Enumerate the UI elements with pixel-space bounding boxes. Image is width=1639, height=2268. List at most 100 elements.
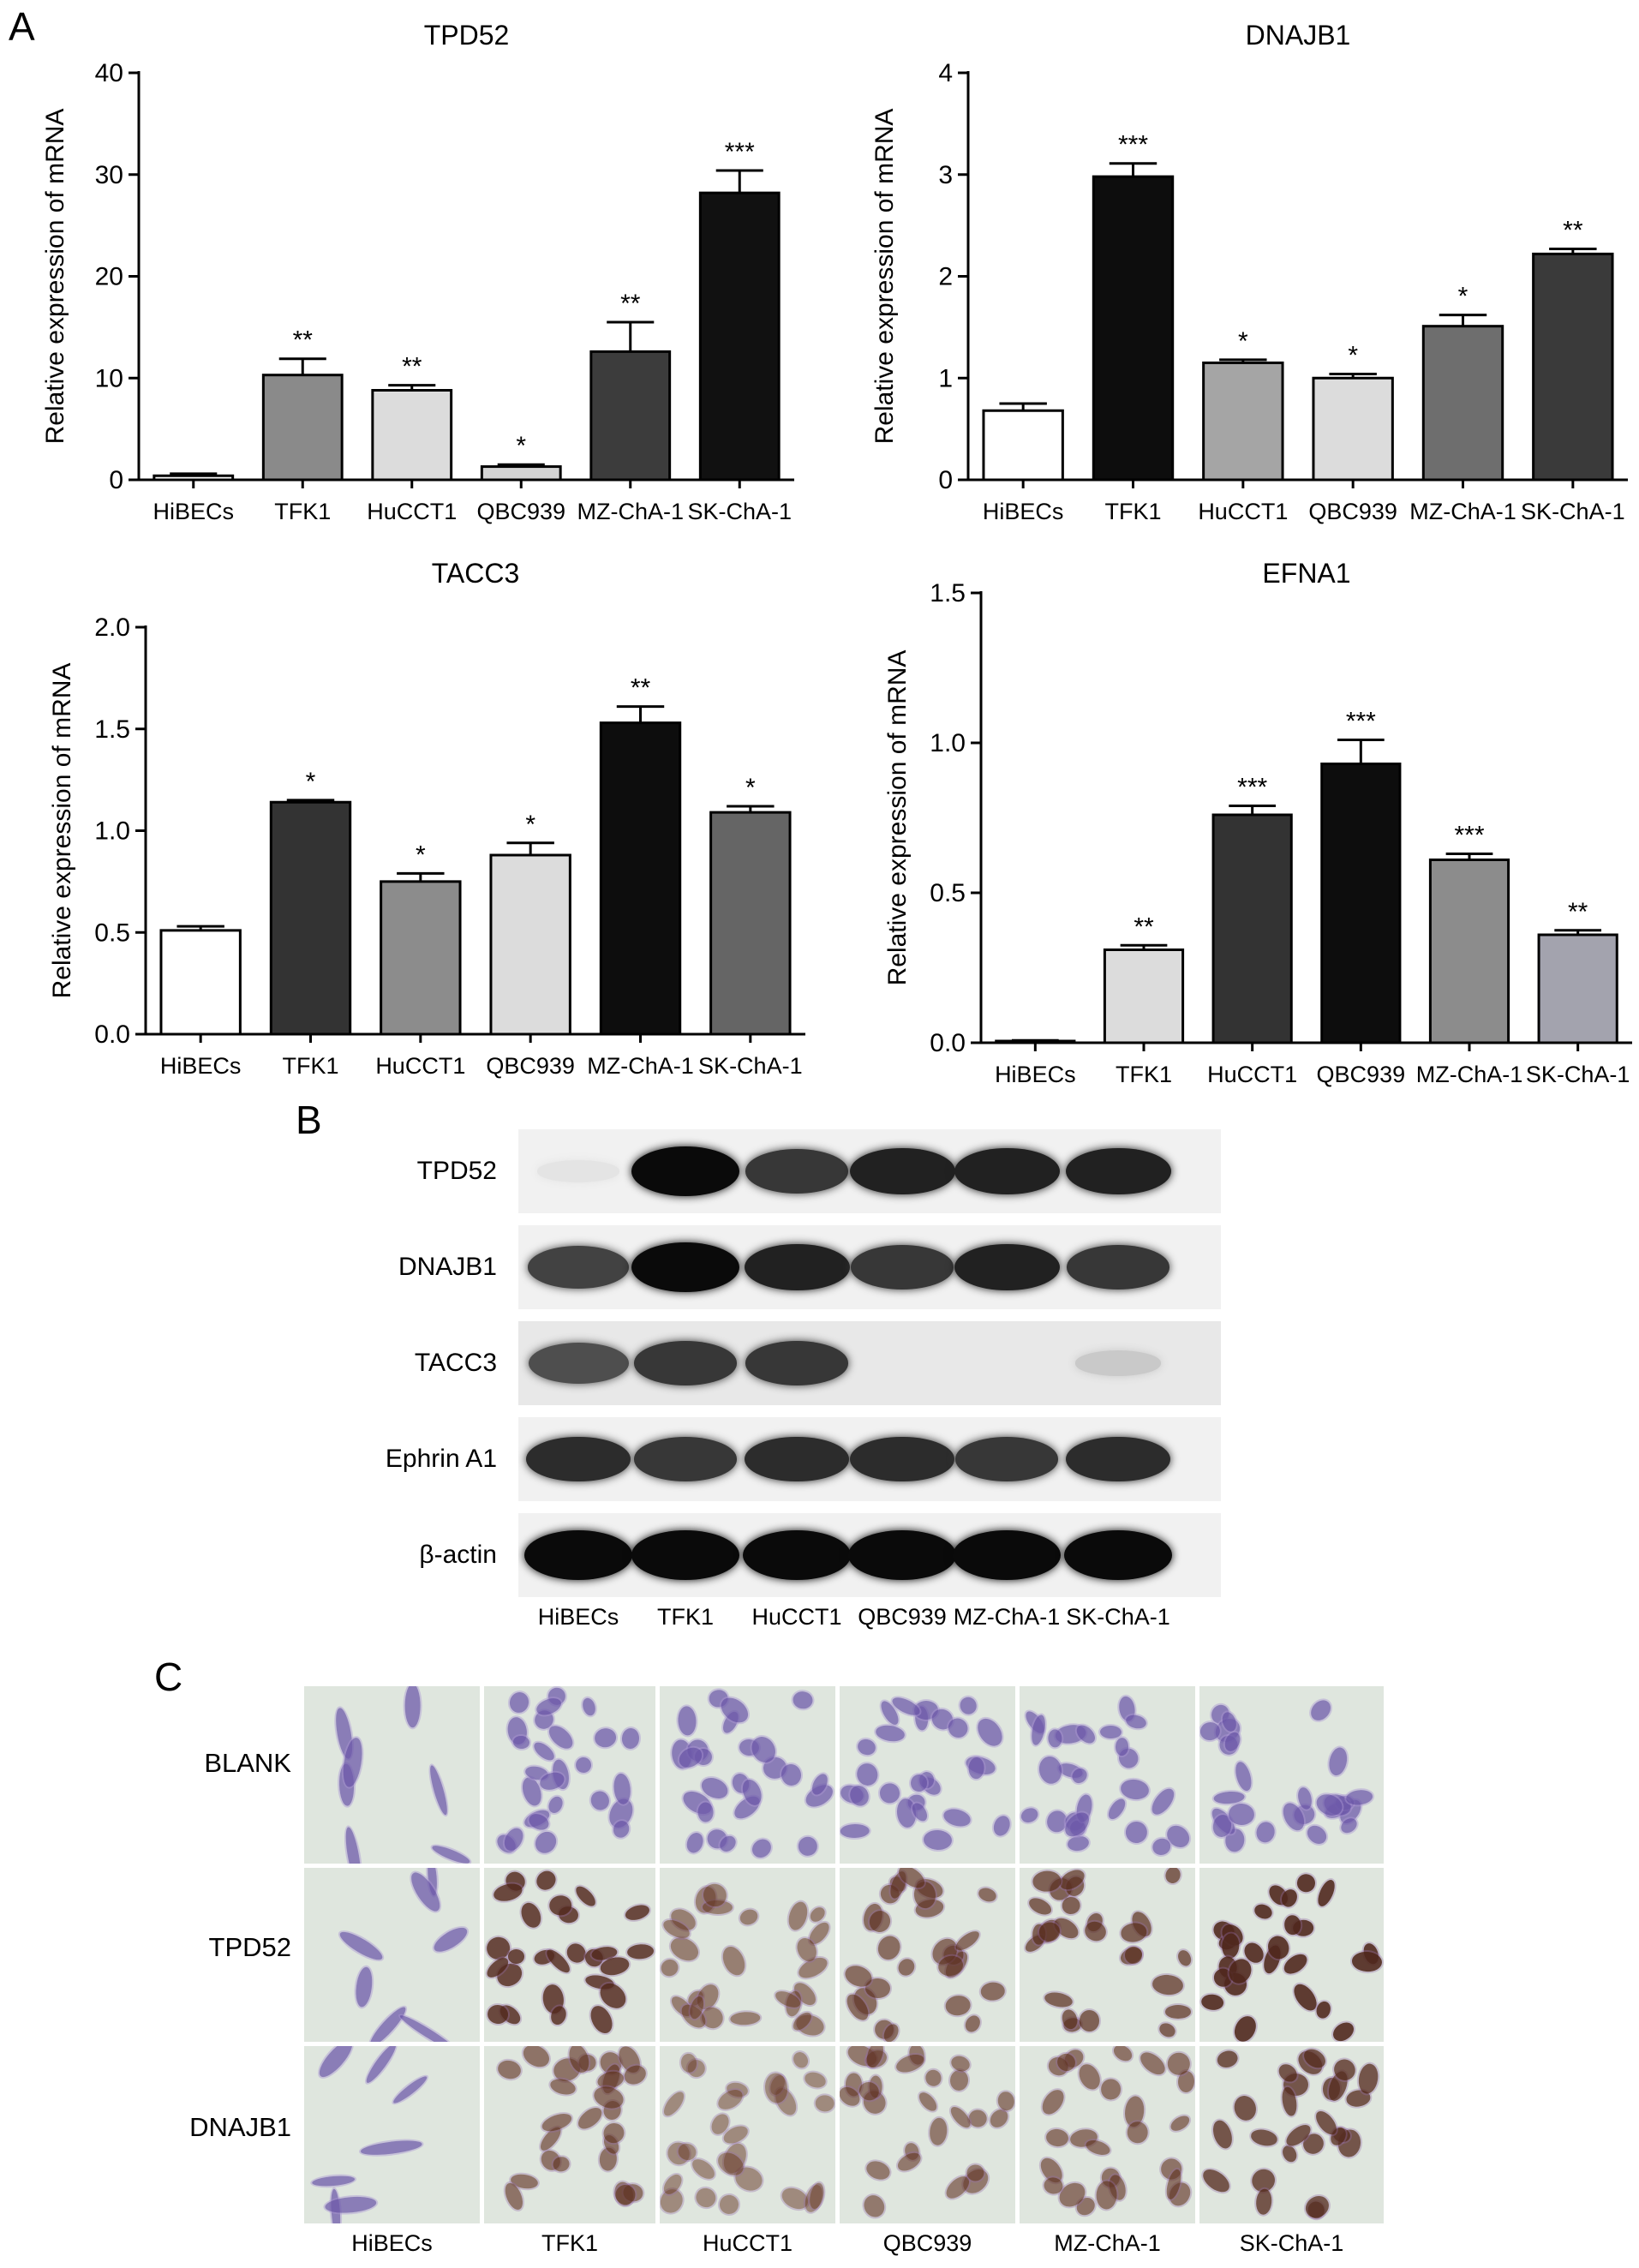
blot-band xyxy=(1067,1245,1169,1290)
cell xyxy=(942,1806,973,1829)
chart-efna1: EFNA1 Relative expression of mRNA 0.0 0.5 1.… xyxy=(861,548,1632,1097)
x-tick-label: TFK1 xyxy=(1104,499,1161,524)
blot-band xyxy=(527,1246,630,1289)
significance-label: * xyxy=(516,432,526,460)
micrograph-tile xyxy=(1199,1686,1384,1864)
cell xyxy=(623,1901,652,1924)
micrograph-tile xyxy=(660,1868,835,2042)
cell xyxy=(877,1781,901,1805)
significance-label: * xyxy=(306,768,316,796)
cell xyxy=(874,1932,904,1964)
cell xyxy=(1229,2012,1260,2042)
cell xyxy=(967,1756,984,1780)
chart-dnajb1: DNAJB1 Relative expression of mRNA 0 1 2 3 4 Hi… xyxy=(861,9,1632,540)
micrograph-tile xyxy=(660,2046,835,2223)
cell xyxy=(398,2012,459,2042)
cell xyxy=(863,2157,892,2182)
micro-row-label: BLANK xyxy=(204,1748,291,1778)
x-tick-label: QBC939 xyxy=(1317,1062,1406,1087)
x-tick-label: HiBECs xyxy=(983,499,1064,524)
bar xyxy=(1211,813,1293,1044)
x-tick-label: MZ-ChA-1 xyxy=(587,1053,694,1079)
micrograph-tile xyxy=(304,2046,480,2223)
significance-label: *** xyxy=(725,138,755,166)
western-blot xyxy=(518,1129,1221,1599)
blot-lane-label: TFK1 xyxy=(656,1604,715,1630)
x-tick-label: QBC939 xyxy=(1308,499,1397,524)
bar xyxy=(698,191,781,482)
micro-column-label: MZ-ChA-1 xyxy=(1054,2230,1161,2256)
cell xyxy=(390,2073,429,2106)
chart-svg: EFNA1 Relative expression of mRNA 0.0 0.5 1.… xyxy=(883,558,1632,1087)
cell xyxy=(1124,1713,1148,1731)
y-tick-label: 3 xyxy=(938,161,953,189)
x-tick-label: TFK1 xyxy=(1116,1062,1172,1087)
cell xyxy=(972,1714,1008,1750)
cell xyxy=(894,2150,924,2175)
cell xyxy=(1301,2192,1333,2223)
cell xyxy=(1164,2005,1191,2019)
cell xyxy=(1099,1725,1122,1739)
cell xyxy=(910,1774,927,1792)
panel-label-c: C xyxy=(154,1655,183,1699)
micrograph-tile xyxy=(840,2046,1015,2223)
cell xyxy=(854,1760,881,1788)
blot-band xyxy=(848,1530,956,1580)
cell xyxy=(1119,1922,1148,1944)
cell xyxy=(530,1828,560,1858)
cell xyxy=(353,1966,374,2008)
chart-tacc3: TACC3 Relative expression of mRNA 0.0 0.5 1.… xyxy=(43,548,814,1097)
y-tick-label: 0 xyxy=(938,466,953,494)
cell xyxy=(1048,1728,1062,1748)
blot-band xyxy=(1066,1436,1170,1482)
x-tick-label: HuCCT1 xyxy=(367,499,457,524)
y-tick-label: 1.5 xyxy=(930,579,966,607)
y-tick-label: 0 xyxy=(109,466,123,494)
cell xyxy=(1304,1822,1331,1848)
blot-band xyxy=(849,1147,955,1195)
cell xyxy=(692,2184,719,2211)
bar xyxy=(1312,376,1394,482)
bar xyxy=(709,811,792,1036)
cell xyxy=(966,2108,989,2129)
blot-band xyxy=(953,1530,1061,1580)
cell xyxy=(717,2192,742,2217)
bar xyxy=(1202,361,1284,482)
y-tick-label: 2 xyxy=(938,263,953,291)
blot-band xyxy=(745,1341,848,1385)
y-axis-label: Relative expression of mRNA xyxy=(883,650,912,986)
x-tick-label: SK-ChA-1 xyxy=(698,1053,803,1079)
cell xyxy=(1044,1990,1074,2009)
blot-lane-label: QBC939 xyxy=(858,1604,947,1630)
blot-row-label: DNAJB1 xyxy=(398,1253,497,1281)
cell xyxy=(1119,1778,1151,1802)
cell xyxy=(855,1737,877,1757)
cell xyxy=(1127,2121,1149,2145)
micro-row-label: TPD52 xyxy=(208,1932,291,1962)
cell xyxy=(1232,1760,1254,1793)
blot-lane-label: SK-ChA-1 xyxy=(1066,1604,1170,1630)
cell xyxy=(1295,1872,1316,1893)
bar xyxy=(371,389,453,482)
blot-row-label: Ephrin A1 xyxy=(385,1445,497,1473)
cell xyxy=(1306,1696,1335,1725)
cell xyxy=(1110,2046,1135,2065)
micrograph-tile xyxy=(1020,1686,1195,1864)
cell xyxy=(1100,2078,1122,2100)
cell xyxy=(1136,2048,1169,2079)
bar xyxy=(489,853,571,1036)
cell xyxy=(1209,2117,1235,2151)
cell xyxy=(572,1882,599,1910)
cell xyxy=(1115,1737,1128,1756)
micrograph-tile xyxy=(304,1868,480,2042)
cell xyxy=(953,1927,983,1954)
y-axis-label: Relative expression of mRNA xyxy=(41,109,69,445)
cell xyxy=(1213,1790,1246,1805)
significance-label: ** xyxy=(402,353,422,381)
cell xyxy=(860,2191,888,2221)
cell xyxy=(496,2058,523,2081)
cell xyxy=(336,1927,386,1965)
significance-label: * xyxy=(416,841,426,869)
x-tick-label: TFK1 xyxy=(274,499,331,524)
cell xyxy=(593,1726,618,1750)
